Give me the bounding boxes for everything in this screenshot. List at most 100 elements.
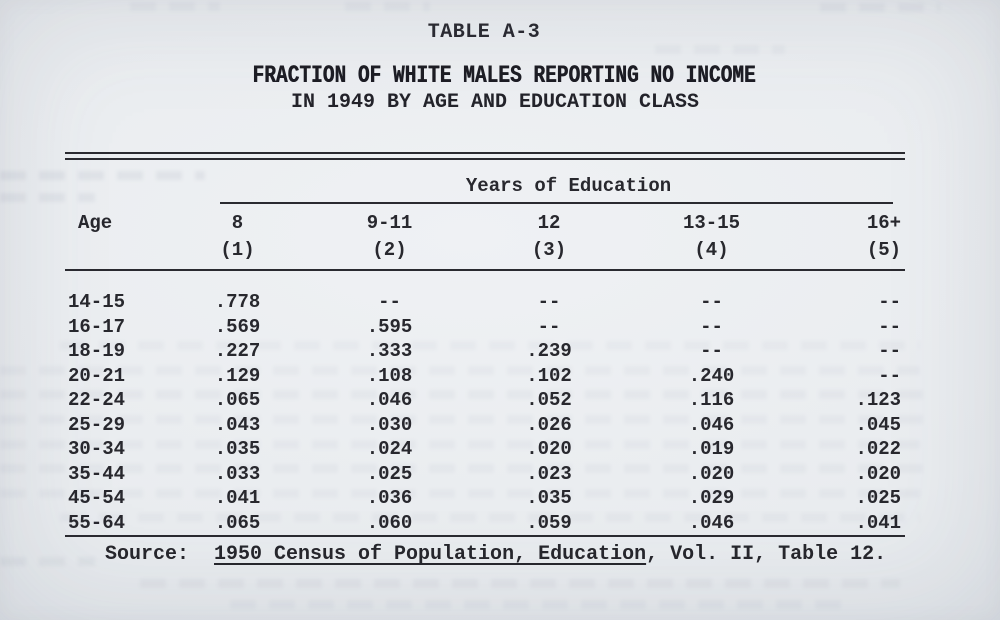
bleedthrough-artifact bbox=[0, 489, 920, 498]
table-row: 22-24 .065 .046 .052 .116 .123 bbox=[65, 388, 905, 413]
column-header-years: 13-15 bbox=[682, 212, 740, 234]
bleedthrough-artifact bbox=[655, 45, 785, 54]
table-row: 55-64 .065 .060 .059 .046 .041 bbox=[65, 511, 905, 537]
cell-value: .059 bbox=[526, 511, 572, 534]
cell-value: .035 bbox=[526, 487, 572, 509]
bleedthrough-artifact bbox=[345, 2, 430, 11]
cell-value: -- bbox=[878, 291, 902, 313]
cell-value: .035 bbox=[214, 438, 261, 460]
column-number-spacer bbox=[65, 234, 165, 270]
cell-value: .116 bbox=[688, 389, 735, 411]
table-row: 20-21 .129 .108 .102 .240 -- bbox=[65, 364, 905, 389]
cell-value: .227 bbox=[214, 340, 261, 362]
cell-value: -- bbox=[700, 340, 723, 362]
cell-value: .025 bbox=[366, 462, 413, 485]
cell-value: .569 bbox=[214, 315, 261, 338]
cell-value: .046 bbox=[688, 511, 735, 534]
column-header-number: (1) bbox=[220, 239, 255, 261]
cell-value: .026 bbox=[526, 413, 572, 436]
cell-value: .102 bbox=[526, 364, 572, 387]
cell-value: .046 bbox=[688, 413, 735, 436]
column-header-number: (3) bbox=[531, 239, 567, 261]
table-top-double-rule bbox=[65, 152, 905, 160]
source-volume-reference: , Vol. II, Table 12. bbox=[646, 543, 887, 566]
cell-value: -- bbox=[878, 364, 902, 387]
cell-value: -- bbox=[537, 315, 561, 338]
cell-value: .020 bbox=[526, 438, 572, 460]
cell-age: 35-44 bbox=[68, 462, 126, 485]
cell-age: 55-64 bbox=[68, 511, 126, 534]
cell-age: 45-54 bbox=[68, 487, 126, 509]
cell-value: .036 bbox=[366, 487, 413, 509]
table-title: FRACTION OF WHITE MALES REPORTING NO INC… bbox=[252, 61, 756, 90]
cell-age: 25-29 bbox=[68, 413, 126, 436]
bleedthrough-artifact bbox=[820, 3, 940, 12]
cell-value: .043 bbox=[214, 413, 261, 436]
cell-value: -- bbox=[700, 315, 723, 338]
table-row: 25-29 .043 .030 .026 .046 .045 bbox=[65, 413, 905, 438]
column-header-number: (4) bbox=[694, 239, 729, 261]
cell-value: .020 bbox=[688, 462, 735, 485]
education-group-header-cell: Years of Education bbox=[165, 160, 905, 208]
table-number-label: TABLE A-3 bbox=[427, 21, 541, 44]
bleedthrough-artifact bbox=[0, 440, 920, 449]
cell-value: .778 bbox=[214, 291, 261, 313]
column-header-years: 12 bbox=[537, 212, 561, 234]
source-citation: Source: 1950 Census of Population, Educat… bbox=[105, 543, 886, 567]
cell-value: .024 bbox=[366, 438, 413, 460]
cell-value: -- bbox=[878, 315, 902, 338]
table-row: 30-34 .035 .024 .020 .019 .022 bbox=[65, 437, 905, 462]
cell-age: 14-15 bbox=[68, 291, 126, 313]
column-header-years: 16+ bbox=[866, 212, 902, 234]
bleedthrough-artifact bbox=[130, 2, 220, 11]
cell-value: .030 bbox=[366, 413, 413, 436]
bleedthrough-artifact bbox=[0, 193, 95, 202]
cell-age: 18-19 bbox=[68, 340, 126, 362]
cell-value: .023 bbox=[526, 462, 572, 485]
bleedthrough-artifact bbox=[60, 341, 920, 350]
cell-value: .046 bbox=[366, 389, 413, 411]
cell-value: .045 bbox=[855, 413, 902, 436]
cell-value: -- bbox=[878, 340, 902, 362]
cell-age: 22-24 bbox=[68, 389, 126, 411]
bleedthrough-artifact bbox=[0, 557, 95, 566]
column-header-number: (5) bbox=[866, 239, 902, 261]
bleedthrough-artifact bbox=[0, 390, 930, 399]
cell-value: .240 bbox=[688, 364, 735, 387]
cell-value: .020 bbox=[855, 462, 902, 485]
cell-value: .065 bbox=[214, 511, 261, 534]
cell-value: .129 bbox=[214, 364, 261, 387]
column-header-years: 8 bbox=[231, 212, 244, 234]
education-group-underline: Years of Education bbox=[220, 174, 894, 204]
age-column-header: Age bbox=[78, 212, 113, 234]
cell-value: .033 bbox=[214, 462, 261, 485]
cell-value: .065 bbox=[214, 389, 261, 411]
cell-value: .022 bbox=[855, 438, 902, 460]
bleedthrough-artifact bbox=[0, 464, 930, 473]
cell-value: .239 bbox=[526, 340, 572, 362]
source-title-underlined: 1950 Census of Population, Education bbox=[214, 543, 647, 566]
table-subtitle: IN 1949 BY AGE AND EDUCATION CLASS bbox=[290, 91, 700, 114]
group-header-spacer bbox=[65, 160, 165, 208]
column-header-years: 9-11 bbox=[366, 212, 413, 234]
cell-value: .052 bbox=[526, 389, 572, 411]
cell-value: .108 bbox=[366, 364, 413, 387]
bleedthrough-artifact bbox=[0, 366, 920, 375]
cell-age: 30-34 bbox=[68, 438, 126, 460]
cell-value: -- bbox=[537, 291, 561, 313]
source-label: Source: bbox=[105, 543, 190, 566]
table-row: 45-54 .041 .036 .035 .029 .025 bbox=[65, 486, 905, 511]
bleedthrough-artifact bbox=[60, 513, 920, 522]
column-header-number: (2) bbox=[372, 239, 407, 261]
cell-value: .029 bbox=[688, 487, 735, 509]
table-row: 18-19 .227 .333 .239 -- -- bbox=[65, 339, 905, 364]
education-group-label: Years of Education bbox=[465, 175, 672, 197]
bleedthrough-artifact bbox=[230, 600, 850, 609]
cell-value: .060 bbox=[366, 511, 413, 534]
cell-age: 20-21 bbox=[68, 364, 126, 387]
cell-value: .333 bbox=[366, 340, 413, 362]
cell-value: .041 bbox=[214, 487, 261, 509]
income-fraction-table: Years of Education Age 8 9-11 12 13-15 1… bbox=[65, 160, 906, 537]
bleedthrough-artifact bbox=[0, 171, 205, 180]
